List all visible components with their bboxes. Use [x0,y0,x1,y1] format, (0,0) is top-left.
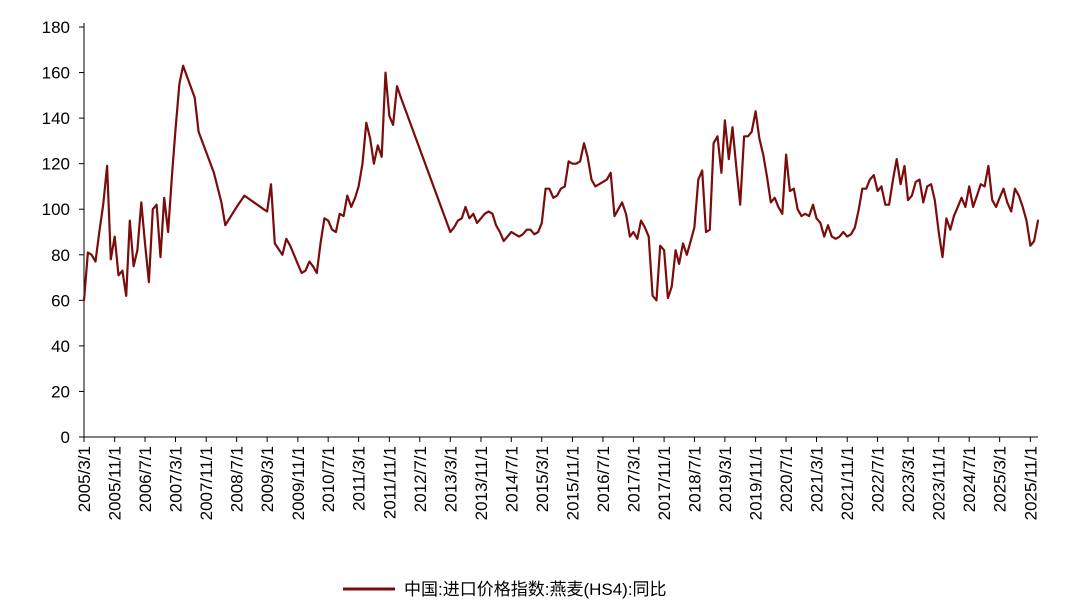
x-tick-label: 2005/3/1 [75,446,94,512]
y-tick-label: 100 [42,200,70,219]
x-tick-label: 2018/7/1 [685,446,704,512]
series-line [82,64,1040,302]
y-tick-label: 160 [42,64,70,83]
x-tick-label: 2011/3/1 [350,446,369,511]
x-tick-label: 2009/11/1 [289,446,308,520]
series-layer [82,64,1040,302]
x-tick-label: 2015/3/1 [533,446,552,512]
x-tick-label: 2015/11/1 [563,446,582,520]
y-tick-label: 80 [51,246,70,265]
x-tick-label: 2010/7/1 [319,446,338,512]
y-tick-label: 120 [42,155,70,174]
x-tick-label: 2025/11/1 [1021,446,1040,520]
y-tick-label: 180 [42,18,70,37]
x-tick-label: 2016/7/1 [594,446,613,512]
x-tick-label: 2024/7/1 [960,446,979,512]
x-tick-label: 2009/3/1 [258,446,277,512]
legend: 中国:进口价格指数:燕麦(HS4):同比 [343,580,667,599]
x-tick-label: 2020/7/1 [777,446,796,512]
y-tick-label: 60 [51,291,70,310]
y-tick-label: 40 [51,337,70,356]
x-tick-label: 2023/3/1 [899,446,918,512]
y-axis: 0 20 40 60 80 100 120 140 160 180 [42,18,85,447]
y-tick-label: 0 [61,428,70,447]
x-tick-label: 2017/3/1 [624,446,643,512]
x-tick-label: 2021/3/1 [808,446,827,512]
x-tick-label: 2019/11/1 [747,446,766,520]
x-tick-label: 2013/11/1 [472,446,491,520]
legend-label: 中国:进口价格指数:燕麦(HS4):同比 [404,580,667,599]
x-tick-label: 2022/7/1 [869,446,888,512]
x-tick-label: 2017/11/1 [655,446,674,520]
x-tick-label: 2019/3/1 [716,446,735,512]
x-tick-label: 2021/11/1 [838,446,857,520]
x-tick-label: 2014/7/1 [502,446,521,512]
x-tick-label: 2007/3/1 [167,446,186,512]
y-tick-label: 140 [42,109,70,128]
x-tick-label: 2023/11/1 [930,446,949,520]
y-tick-label: 20 [51,382,70,401]
x-tick-label: 2011/11/1 [380,446,399,519]
x-tick-label: 2006/7/1 [136,446,155,512]
x-tick-label: 2007/11/1 [197,446,216,520]
x-tick-label: 2008/7/1 [228,446,247,512]
x-tick-label: 2005/11/1 [106,446,125,520]
x-tick-label: 2025/3/1 [991,446,1010,512]
x-tick-label: 2013/3/1 [441,446,460,512]
x-axis: 2005/3/1 2005/11/1 2006/7/1 2007/3/1 2007/11… [75,436,1040,520]
x-tick-label: 2012/7/1 [411,446,430,512]
